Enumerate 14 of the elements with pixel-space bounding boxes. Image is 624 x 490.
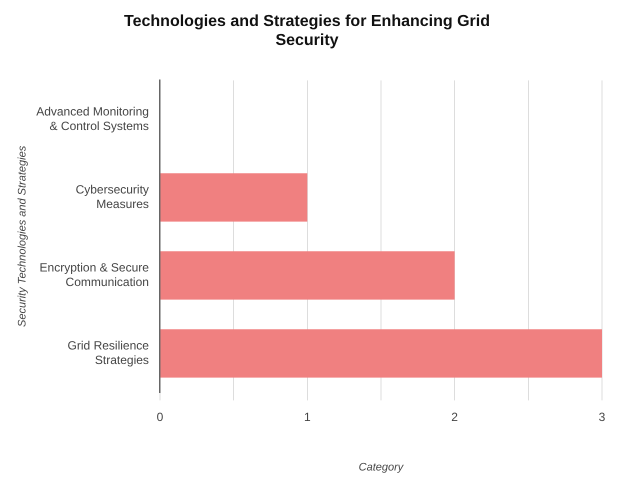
x-tick-label: 0 (156, 410, 164, 424)
bar (160, 251, 455, 300)
y-tick-label: Encryption & Secure Communication (40, 260, 150, 289)
x-tick-label: 2 (451, 410, 458, 424)
x-axis-title: Category (358, 461, 405, 474)
x-tick-label: 3 (598, 410, 606, 424)
y-tick-label: Advanced Monitoring & Control Systems (36, 104, 149, 133)
y-axis-title: Security Technologies and Strategies (16, 145, 29, 328)
bar (160, 173, 308, 222)
chart-title: Technologies and Strategies for Enhancing Grid Security (124, 13, 490, 50)
y-tick-label: Grid Resilience Strategies (68, 338, 150, 367)
x-tick-label: 1 (304, 410, 311, 424)
bar (160, 329, 602, 378)
y-tick-label: Cybersecurity Measures (76, 182, 149, 211)
